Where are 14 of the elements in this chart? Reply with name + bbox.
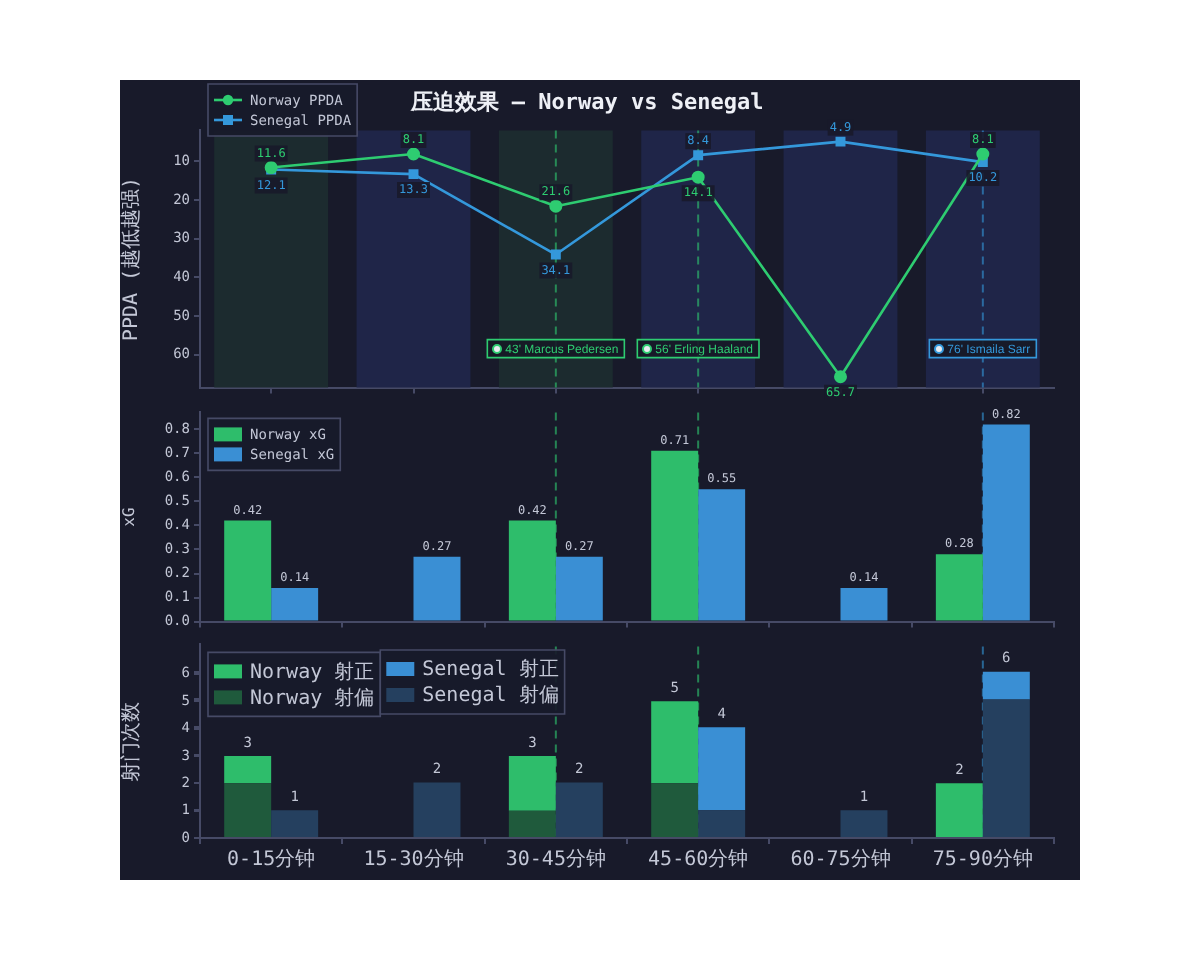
y-axis-title: 射门次数 [119,702,144,783]
chart-title: 压迫效果 — Norway vs Senegal [408,88,764,115]
x-tick-label: 30-45分钟 [505,847,606,872]
legend-label: Senegal 射正 [422,657,559,682]
y-axis-title: xG [119,507,138,527]
legend-label: Senegal 射偏 [422,683,559,708]
x-tick-label: 15-30分钟 [363,847,464,872]
x-tick-label: 45-60分钟 [648,847,749,872]
legend-label: Norway 射正 [250,659,375,684]
x-tick-label: 60-75分钟 [790,847,891,872]
legend-label: Norway 射偏 [250,685,375,710]
x-tick-label: 0-15分钟 [227,847,316,872]
y-axis-title: PPDA (越低越强) [119,176,144,342]
x-tick-label: 75-90分钟 [932,847,1033,872]
